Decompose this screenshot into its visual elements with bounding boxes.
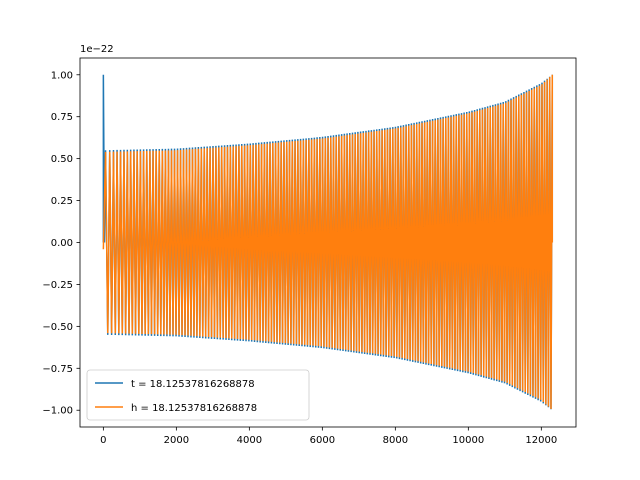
x-tick-label: 2000 xyxy=(164,435,189,446)
y-axis: −1.00 −0.75 −0.50 −0.25 0.00 0.25 0.50 0.75 1.00 xyxy=(42,70,80,417)
x-tick-label: 4000 xyxy=(237,435,262,446)
y-tick-label: −0.25 xyxy=(42,280,73,291)
legend-box xyxy=(86,369,310,421)
series-line-h xyxy=(102,74,554,410)
y-tick-label: 1.00 xyxy=(51,70,73,81)
x-tick-label: 8000 xyxy=(383,435,408,446)
y-tick-label: −1.00 xyxy=(42,406,73,417)
y-tick-label: −0.50 xyxy=(42,322,73,333)
legend-label-t: t = 18.12537816268878 xyxy=(131,379,255,390)
legend-label-h: h = 18.12537816268878 xyxy=(131,403,257,414)
y-tick-label: 0.50 xyxy=(51,154,73,165)
x-tick-label: 6000 xyxy=(310,435,335,446)
y-tick-label: −0.75 xyxy=(42,364,73,375)
y-tick-label: 0.00 xyxy=(51,238,73,249)
x-tick-label: 10000 xyxy=(452,435,484,446)
offset-label: 1e−22 xyxy=(80,44,114,55)
y-tick-label: 0.75 xyxy=(51,112,73,123)
x-tick-label: 0 xyxy=(100,435,106,446)
x-tick-label: 12000 xyxy=(525,435,557,446)
series-layer xyxy=(102,74,554,410)
series-line-t xyxy=(102,74,554,410)
x-axis: 0 2000 4000 6000 8000 10000 12000 xyxy=(100,427,557,446)
legend: t = 18.12537816268878 h = 18.12537816268… xyxy=(86,369,310,421)
y-tick-label: 0.25 xyxy=(51,196,73,207)
